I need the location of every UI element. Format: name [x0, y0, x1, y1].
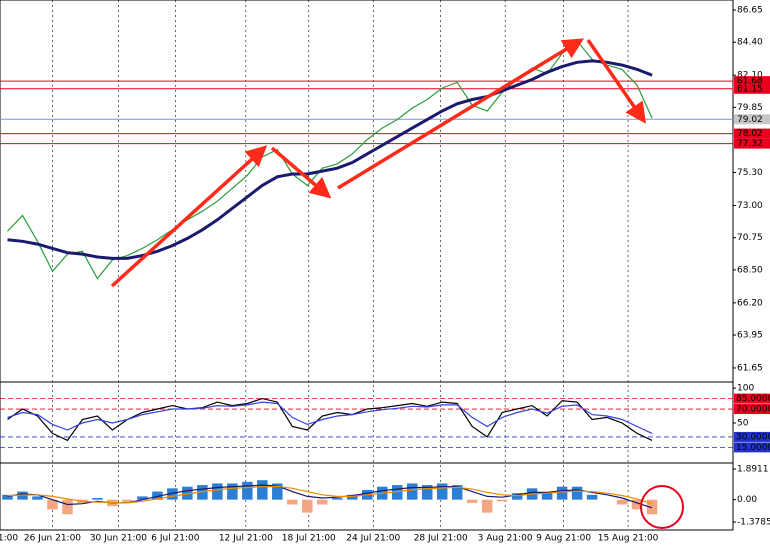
histogram-bar [122, 499, 133, 503]
level-box [734, 138, 770, 149]
histogram-bar [391, 485, 403, 500]
histogram-bar [541, 493, 553, 500]
level-box [734, 114, 770, 125]
histogram-bar [137, 496, 148, 500]
x-tick-label: 28 Jul 21:00 [414, 534, 468, 544]
series-line [7, 59, 653, 260]
histogram-bar [167, 488, 178, 500]
histogram-bar [32, 496, 43, 500]
histogram-bar [406, 483, 418, 500]
y-tick-label: 75.30 [737, 168, 763, 178]
x-tick-label: 30 Jun 21:00 [90, 534, 147, 544]
histogram-bar [421, 485, 433, 500]
y-tick-label: 79.85 [737, 103, 763, 113]
histogram-bar [571, 486, 583, 500]
x-tick-label: 18 Jul 21:00 [282, 534, 336, 544]
histogram-bar [257, 480, 268, 500]
series-line [7, 401, 653, 434]
histogram-bar [227, 483, 238, 500]
x-tick-label: 3 Aug 21:00 [478, 534, 533, 544]
y-tick-label: 63.95 [737, 331, 763, 341]
histogram-bar [287, 499, 298, 505]
plot-frame [0, 0, 734, 531]
histogram-bar [62, 499, 73, 515]
level-label: 78.02 [737, 129, 763, 139]
level-label: 81.15 [737, 84, 763, 94]
level-label: 79.02 [737, 115, 763, 125]
y-tick-label: 61.65 [737, 363, 763, 373]
y-tick-label: 86.65 [737, 6, 763, 16]
histogram-bar [212, 483, 223, 500]
histogram-bar [152, 491, 163, 500]
histogram-bar [272, 483, 283, 500]
y-tick-label: 70.0000 [736, 405, 770, 415]
histogram-bar [332, 498, 343, 500]
x-tick-label: 6 Jul 21:00 [151, 534, 200, 544]
y-tick-label: 70.75 [737, 233, 763, 243]
arrow [110, 145, 268, 288]
x-tick-label: 9 Aug 21:00 [536, 534, 591, 544]
series-line [7, 397, 653, 442]
level-label: 81.68 [737, 77, 763, 87]
histogram-bar [182, 486, 193, 500]
y-tick-label: 50 [737, 418, 749, 428]
histogram-bar [197, 485, 208, 500]
level-box [734, 76, 770, 87]
arrow [270, 146, 332, 199]
histogram-bar [47, 499, 58, 510]
x-tick-label: 12 Jul 21:00 [219, 534, 273, 544]
y-tick-label: 84.40 [737, 38, 763, 48]
histogram-bar [92, 498, 103, 500]
histogram-bar [466, 499, 478, 503]
x-tick-label: 26 Jun 21:00 [24, 534, 81, 544]
y-tick-label: 82.10 [737, 71, 763, 81]
y-tick-label: 100 [737, 384, 754, 394]
histogram-bar [511, 493, 523, 500]
highlight-circle [640, 485, 684, 529]
tick-box [734, 431, 770, 442]
level-label: 77.32 [737, 139, 763, 149]
histogram-bar [302, 499, 313, 513]
histogram-bar [347, 494, 358, 500]
y-tick-label: 0.00 [737, 495, 757, 505]
arrow [337, 38, 584, 190]
tick-box [734, 404, 770, 415]
y-tick-label: 68.50 [737, 265, 763, 275]
level-box [734, 83, 770, 94]
tick-box [734, 393, 770, 404]
x-tick-label: 15 Aug 21:00 [598, 534, 659, 544]
histogram-bar [586, 494, 598, 500]
histogram-bar [646, 499, 658, 515]
y-tick-label: 66.20 [737, 298, 763, 308]
y-tick-label: 30.0000 [736, 432, 770, 442]
x-tick-label: 24 Jul 21:00 [346, 534, 400, 544]
trend-arrows [110, 38, 646, 288]
x-tick-label: 20 Jun 21:00 [0, 534, 18, 544]
histogram-bar [242, 481, 253, 500]
y-tick-label: 73.00 [737, 201, 763, 211]
histogram-bar [556, 486, 568, 500]
y-tick-label: -1.3785 [737, 518, 770, 528]
histogram-bar [436, 483, 448, 500]
histogram-bar [451, 485, 463, 500]
histogram-bar [631, 499, 643, 510]
histogram-bar [616, 499, 628, 505]
tick-box [734, 442, 770, 453]
histogram-bar [2, 494, 13, 500]
y-tick-label: 1.8911 [737, 464, 769, 474]
y-tick-label: 15.0000 [736, 443, 770, 453]
y-tick-label: 85.0000 [736, 394, 770, 404]
arrow [586, 39, 646, 124]
histogram-bar [481, 499, 493, 513]
series-line [7, 485, 653, 505]
level-box [734, 128, 770, 139]
histogram-bar [496, 499, 508, 502]
histogram-bar [317, 499, 328, 505]
